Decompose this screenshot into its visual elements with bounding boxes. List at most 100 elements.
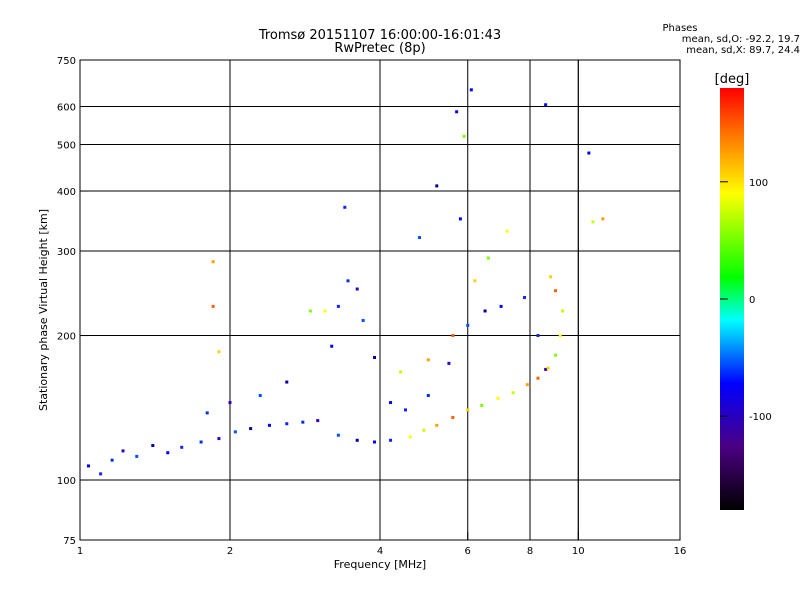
x-mode-point (561, 309, 565, 313)
y-tick-label: 750 (57, 56, 76, 67)
x-mode-point (553, 289, 557, 293)
y-tick-label: 200 (57, 332, 76, 343)
x-mode-point (486, 256, 490, 260)
x-mode-point (399, 370, 403, 374)
x-mode-point (462, 134, 466, 138)
colorbar-unit: [deg] (715, 72, 750, 87)
o-mode-point (373, 440, 377, 444)
o-mode-point (447, 361, 451, 365)
o-mode-point (285, 380, 289, 384)
o-mode-point (544, 367, 548, 371)
o-mode-point (301, 420, 305, 424)
y-tick-label: 400 (57, 187, 76, 198)
o-mode-point (523, 296, 527, 300)
colorbar-ticks: 100 0 -100 (720, 178, 772, 423)
y-tick-label: 300 (57, 247, 76, 258)
x-mode-point (546, 366, 550, 370)
x-axis-ticks: 1 2 4 6 8 10 16 (77, 532, 687, 557)
x-mode-point (553, 353, 557, 357)
o-mode-point (499, 304, 503, 308)
outlier-point (455, 110, 459, 114)
o-mode-point (86, 464, 90, 468)
x-mode-point (451, 334, 455, 338)
o-mode-point (389, 438, 393, 442)
grid-lines (80, 60, 680, 540)
outlier-point (544, 103, 548, 107)
x-mode-point (211, 260, 215, 264)
chart-title: Tromsø 20151107 16:00:00-16:01:43 (258, 28, 502, 43)
o-mode-point (355, 287, 359, 291)
o-mode-point (258, 394, 262, 398)
x-axis-label: Frequency [MHz] (334, 558, 426, 571)
o-mode-point (121, 449, 125, 453)
y-axis-ticks: 75 100 200 300 400 500 600 750 (57, 56, 88, 547)
o-mode-point (330, 344, 334, 348)
x-mode-point (426, 358, 430, 362)
x-mode-point (505, 229, 509, 233)
x-mode-point (217, 350, 221, 354)
x-mode-point (473, 279, 477, 283)
o-mode-point (99, 472, 103, 476)
x-mode-point (323, 309, 327, 313)
o-mode-point (205, 411, 209, 415)
o-mode-point (228, 401, 232, 405)
x-tick-label: 10 (572, 546, 585, 557)
y-axis-label: Stationary phase Virtual Height [km] (37, 209, 50, 411)
o-mode-point (536, 334, 540, 338)
phase-x-stats: mean, sd,X: 89.7, 24.4 (686, 45, 800, 56)
x-mode-point (408, 435, 412, 439)
x-tick-label: 1 (77, 546, 83, 557)
colorbar-tick-label: 0 (749, 295, 755, 306)
o-mode-point (336, 304, 340, 308)
x-tick-label: 6 (465, 546, 471, 557)
x-mode-point (511, 391, 515, 395)
o-mode-point (389, 401, 393, 405)
x-tick-label: 2 (227, 546, 233, 557)
x-mode-point (466, 408, 470, 412)
o-mode-point (135, 454, 139, 458)
x-mode-point (480, 403, 484, 407)
y-tick-label: 500 (57, 141, 76, 152)
o-mode-point (355, 438, 359, 442)
o-mode-point (285, 422, 289, 426)
x-mode-point (591, 220, 595, 224)
x-mode-point (435, 423, 439, 427)
x-mode-point (549, 275, 553, 279)
o-mode-point (403, 408, 407, 412)
o-mode-point (249, 427, 253, 431)
chart-subtitle: RwPretec (8p) (334, 41, 426, 56)
o-mode-point (233, 430, 237, 434)
o-mode-point (458, 217, 462, 221)
o-mode-point (417, 236, 421, 240)
x-mode-point (536, 376, 540, 380)
o-mode-point (483, 309, 487, 313)
x-mode-point (558, 334, 562, 338)
o-mode-point (346, 279, 350, 283)
o-mode-point (435, 184, 439, 188)
x-mode-point (525, 383, 529, 387)
y-tick-label: 600 (57, 103, 76, 114)
colorbar-tick-label: 100 (749, 178, 768, 189)
x-mode-point (451, 415, 455, 419)
o-mode-point (199, 440, 203, 444)
scatter-points (86, 88, 605, 476)
o-mode-point (343, 205, 347, 209)
o-mode-point (316, 419, 320, 423)
y-tick-label: 100 (57, 476, 76, 487)
x-mode-point (496, 396, 500, 400)
o-mode-point (373, 355, 377, 359)
x-mode-point (308, 309, 312, 313)
o-mode-point (110, 458, 114, 462)
phases-label: Phases (662, 23, 698, 34)
x-tick-label: 8 (527, 546, 533, 557)
o-mode-point (151, 444, 155, 448)
o-mode-point (426, 394, 430, 398)
y-tick-label: 75 (63, 536, 76, 547)
o-mode-point (466, 323, 470, 327)
x-mode-point (211, 304, 215, 308)
outlier-point (587, 151, 591, 155)
o-mode-point (267, 423, 271, 427)
x-mode-point (422, 428, 426, 432)
x-tick-label: 16 (674, 546, 687, 557)
